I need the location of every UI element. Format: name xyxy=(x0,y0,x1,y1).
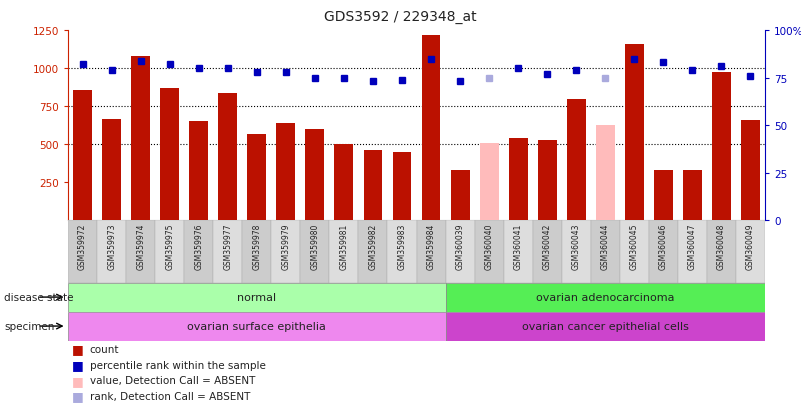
Bar xyxy=(504,221,533,283)
Bar xyxy=(359,221,388,283)
Bar xyxy=(97,221,127,283)
Text: normal: normal xyxy=(237,292,276,302)
Bar xyxy=(706,221,736,283)
Bar xyxy=(654,171,673,221)
Bar xyxy=(73,91,92,221)
Bar xyxy=(625,45,644,221)
Bar xyxy=(590,221,620,283)
Text: GSM359972: GSM359972 xyxy=(78,223,87,269)
Bar xyxy=(364,151,382,221)
Text: disease state: disease state xyxy=(4,292,74,302)
Bar xyxy=(103,120,121,221)
Bar xyxy=(219,94,237,221)
Bar xyxy=(567,100,586,221)
Bar xyxy=(537,140,557,221)
Text: GSM360045: GSM360045 xyxy=(630,223,638,269)
Bar xyxy=(712,73,731,221)
Bar xyxy=(305,130,324,221)
Bar xyxy=(276,123,296,221)
Text: GSM360046: GSM360046 xyxy=(659,223,668,269)
Text: GSM360044: GSM360044 xyxy=(601,223,610,269)
Text: GSM359974: GSM359974 xyxy=(136,223,145,269)
Bar xyxy=(213,221,242,283)
Bar xyxy=(533,221,562,283)
Text: GSM360047: GSM360047 xyxy=(688,223,697,269)
Text: GSM360041: GSM360041 xyxy=(513,223,522,269)
Text: GSM359984: GSM359984 xyxy=(427,223,436,269)
Bar xyxy=(445,221,474,283)
Bar xyxy=(741,121,760,221)
Text: GSM360043: GSM360043 xyxy=(572,223,581,269)
Text: GSM359981: GSM359981 xyxy=(340,223,348,269)
Text: GDS3592 / 229348_at: GDS3592 / 229348_at xyxy=(324,10,477,24)
Text: ovarian cancer epithelial cells: ovarian cancer epithelial cells xyxy=(521,321,689,331)
Bar xyxy=(392,152,412,221)
Text: ■: ■ xyxy=(72,358,84,371)
Bar xyxy=(736,221,765,283)
Text: GSM360042: GSM360042 xyxy=(543,223,552,269)
Bar xyxy=(480,143,498,221)
Text: GSM359978: GSM359978 xyxy=(252,223,261,269)
Bar xyxy=(445,312,765,341)
Bar xyxy=(421,36,441,221)
Bar xyxy=(451,171,469,221)
Bar xyxy=(189,122,208,221)
Bar xyxy=(160,89,179,221)
Text: percentile rank within the sample: percentile rank within the sample xyxy=(90,360,266,370)
Bar xyxy=(445,283,765,312)
Text: ovarian surface epithelia: ovarian surface epithelia xyxy=(187,321,326,331)
Bar xyxy=(562,221,590,283)
Text: value, Detection Call = ABSENT: value, Detection Call = ABSENT xyxy=(90,375,255,385)
Bar xyxy=(300,221,329,283)
Text: GSM359979: GSM359979 xyxy=(281,223,290,269)
Bar xyxy=(474,221,504,283)
Text: GSM359976: GSM359976 xyxy=(195,223,203,269)
Bar xyxy=(509,139,528,221)
Text: GSM359975: GSM359975 xyxy=(165,223,174,269)
Bar xyxy=(417,221,445,283)
Text: ■: ■ xyxy=(72,389,84,403)
Text: ovarian adenocarcinoma: ovarian adenocarcinoma xyxy=(536,292,674,302)
Bar xyxy=(184,221,213,283)
Text: specimen: specimen xyxy=(4,321,54,331)
Bar xyxy=(388,221,417,283)
Text: ■: ■ xyxy=(72,374,84,387)
Text: GSM360049: GSM360049 xyxy=(746,223,755,269)
Text: ■: ■ xyxy=(72,342,84,356)
Bar xyxy=(127,221,155,283)
Bar xyxy=(155,221,184,283)
Bar xyxy=(68,283,445,312)
Text: GSM359983: GSM359983 xyxy=(397,223,406,269)
Bar xyxy=(335,144,353,221)
Bar xyxy=(242,221,272,283)
Bar xyxy=(248,134,266,221)
Text: GSM360048: GSM360048 xyxy=(717,223,726,269)
Text: GSM359973: GSM359973 xyxy=(107,223,116,269)
Bar xyxy=(649,221,678,283)
Text: GSM359980: GSM359980 xyxy=(311,223,320,269)
Bar xyxy=(131,57,150,221)
Text: GSM359977: GSM359977 xyxy=(223,223,232,269)
Bar xyxy=(620,221,649,283)
Bar xyxy=(68,312,445,341)
Bar xyxy=(329,221,359,283)
Bar xyxy=(596,125,614,221)
Bar xyxy=(272,221,300,283)
Text: rank, Detection Call = ABSENT: rank, Detection Call = ABSENT xyxy=(90,391,250,401)
Bar xyxy=(683,171,702,221)
Bar xyxy=(68,221,97,283)
Text: GSM360039: GSM360039 xyxy=(456,223,465,269)
Bar xyxy=(678,221,706,283)
Text: count: count xyxy=(90,344,119,354)
Text: GSM359982: GSM359982 xyxy=(368,223,377,269)
Text: GSM360040: GSM360040 xyxy=(485,223,493,269)
